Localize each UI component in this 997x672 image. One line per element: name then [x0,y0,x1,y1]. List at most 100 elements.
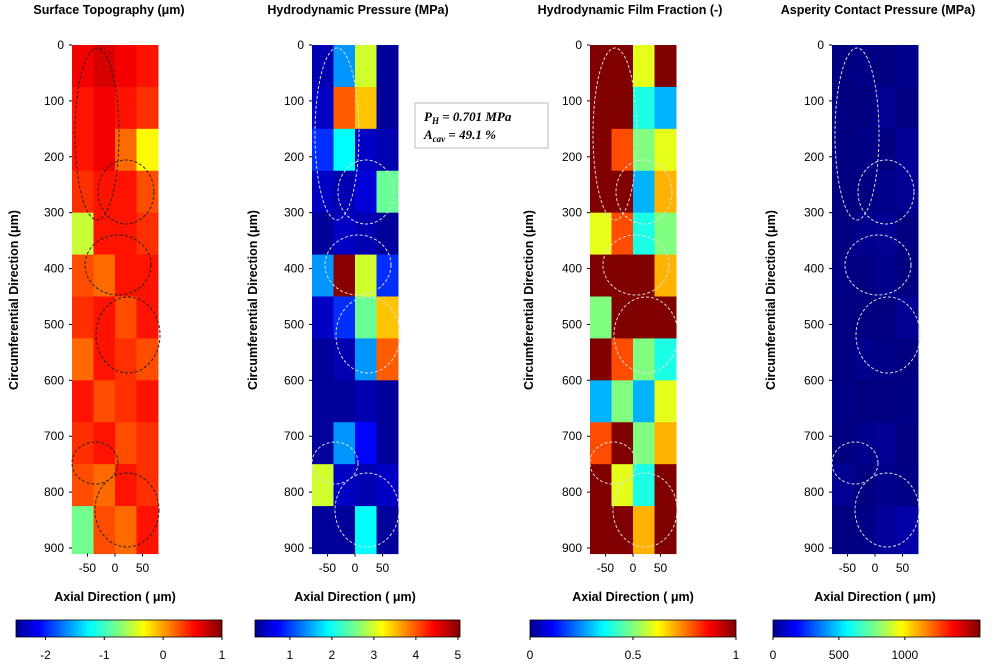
annotation-box [414,102,549,149]
colorbar-tick-label: 0 [160,648,167,662]
heatmap-cell [633,422,655,465]
y-tick-label: 400 [44,262,64,276]
heatmap-cell [72,338,94,381]
heatmap-cell [376,380,399,423]
heatmap-cell [136,380,159,423]
heatmap-cell [93,464,116,507]
y-tick-label: 500 [284,317,304,331]
x-tick-label: 50 [654,561,668,575]
heatmap-cell [875,254,897,297]
y-tick-label: 700 [804,429,824,443]
heatmap-cell [896,296,919,339]
heatmap-cell [853,296,876,339]
heatmap-cell [832,212,854,256]
x-tick-label: 50 [896,561,910,575]
heatmap-cell [376,506,399,555]
y-tick-label: 200 [562,150,582,164]
heatmap-cell [654,464,677,507]
heatmap-cell [312,422,334,465]
heatmap-cell [611,45,634,88]
colorbar [254,619,461,638]
heatmap-cell [875,212,897,256]
y-axis-label: Circumferential Direction (μm) [7,210,21,390]
heatmap-cell [654,338,677,381]
heatmap-cell [654,380,677,423]
heatmap-cell [590,296,612,339]
heatmap-cell [896,464,919,507]
y-tick-label: 100 [562,94,582,108]
heatmap-cell [875,464,897,507]
heatmap-cell [312,212,334,256]
highlight-ellipse [71,441,119,485]
heatmap-cell [93,380,116,423]
heatmap-cell [115,380,137,423]
y-tick-label: 600 [284,373,304,387]
heatmap-cell [333,338,356,381]
heatmap-cell [376,212,399,256]
heatmap-cell [832,464,854,507]
x-tick-label: 50 [376,561,390,575]
heatmap-cell [355,338,377,381]
heatmap-cell [333,170,356,214]
x-axis-label: Axial Direction ( μm) [294,590,416,604]
colorbar-tick-label: 0 [527,648,534,662]
heatmap-cell [611,254,634,297]
heatmap-cell [333,212,356,256]
heatmap-cell [633,380,655,423]
chart-title: Surface Topography (μm) [33,3,184,17]
y-tick-label: 600 [804,373,824,387]
highlight-ellipse [592,47,638,221]
heatmap-cell [590,506,612,555]
heatmap-cell [853,128,876,172]
heatmap-cell [312,506,334,555]
heatmap-cell [611,296,634,339]
heatmap-cell [93,128,116,172]
heatmap-cell [136,86,159,130]
y-tick-label: 400 [284,262,304,276]
heatmap-cell [376,86,399,130]
x-tick-label: 50 [136,561,150,575]
y-tick-label: 0 [575,38,582,52]
heatmap-cell [115,338,137,381]
highlight-ellipse [857,159,915,225]
highlight-ellipse [335,296,401,374]
heatmap-cell [72,170,94,214]
y-tick-label: 200 [804,150,824,164]
colorbar-tick-label: 0.5 [625,648,642,662]
y-tick-label: 800 [562,485,582,499]
highlight-ellipse [95,296,161,374]
heatmap-cell [376,296,399,339]
heatmap-cell [832,506,854,555]
colorbar-tick-label: 3 [371,648,378,662]
heatmap-cell [875,338,897,381]
heatmap-cell [832,128,854,172]
y-tick-label: 0 [57,38,64,52]
heatmap-cell [355,212,377,256]
colorbar-tick-label: 500 [829,648,849,662]
heatmap-cell [896,338,919,381]
highlight-ellipse [337,159,395,225]
heatmap-cell [72,422,94,465]
colorbar [15,619,223,638]
heatmap-cell [654,422,677,465]
heatmap-cell [875,422,897,465]
heatmap-cell [93,506,116,555]
y-tick-label: 500 [562,317,582,331]
heatmap-cell [832,422,854,465]
y-tick-label: 800 [804,485,824,499]
y-tick-label: 800 [284,485,304,499]
y-tick-label: 600 [562,373,582,387]
highlight-ellipse [74,47,120,221]
x-tick-label: 0 [112,561,119,575]
heatmap-cell [654,296,677,339]
heatmap-cell [115,422,137,465]
heatmap-cell [312,170,334,214]
highlight-ellipse [311,441,359,485]
heatmap-cell [875,296,897,339]
heatmap-cell [875,86,897,130]
heatmap-cell [853,170,876,214]
heatmap-cell [832,380,854,423]
heatmap-cell [853,86,876,130]
colorbar-tick-label: 1 [287,648,294,662]
heatmap-cell [136,422,159,465]
